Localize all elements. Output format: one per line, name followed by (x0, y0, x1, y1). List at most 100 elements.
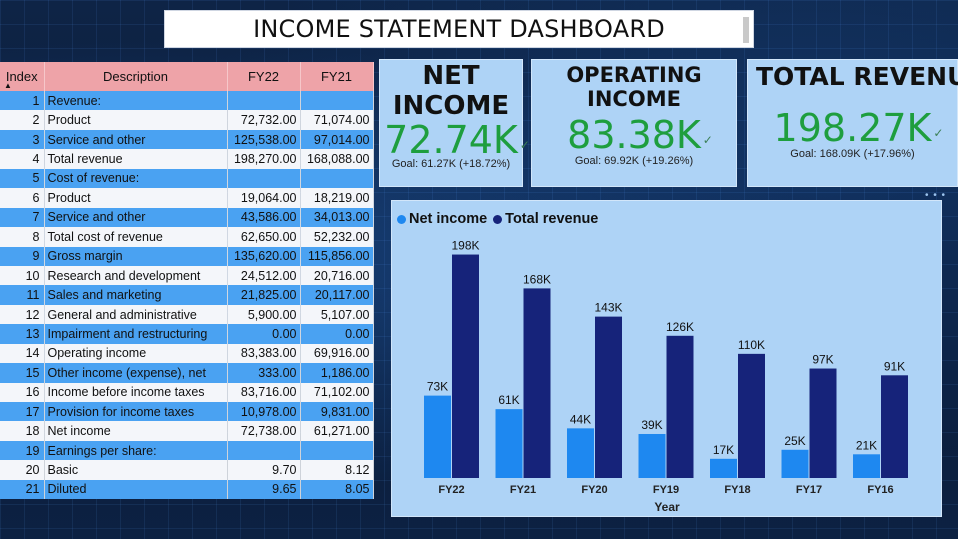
table-row[interactable]: 9 Gross margin 135,620.00 115,856.00 (0, 246, 374, 266)
title-scrollbar[interactable] (743, 17, 749, 43)
cell-index: 16 (0, 382, 45, 402)
cell-index: 8 (0, 227, 45, 247)
table-row[interactable]: 17 Provision for income taxes 10,978.00 9,8… (0, 402, 374, 422)
bar-net-income-fy20[interactable] (567, 428, 594, 478)
data-label-total-revenue: 126K (666, 320, 694, 334)
table-row[interactable]: 12 General and administrative 5,900.00 5,10… (0, 304, 374, 325)
bar-total-revenue-fy21[interactable] (523, 288, 551, 478)
cell-fy21: 20,117.00 (300, 285, 374, 305)
total-revenue-goal: Goal: 168.09K (+17.96%) (790, 147, 915, 160)
table-row[interactable]: 8 Total cost of revenue 62,650.00 52,232.00 (0, 227, 374, 247)
cell-index: 3 (0, 129, 45, 150)
cell-fy21: 1,186.00 (300, 363, 374, 383)
check-icon: ✓ (933, 125, 944, 140)
cell-description: General and administrative (44, 304, 228, 325)
table-row[interactable]: 10 Research and development 24,512.00 20,71… (0, 265, 374, 286)
table-row[interactable]: 20 Basic 9.70 8.12 (0, 460, 374, 480)
income-statement-table: Index ▲ Description FY22 FY21 1 Revenue: 2… (0, 62, 374, 502)
cell-description: Operating income (44, 343, 228, 364)
bar-net-income-fy18[interactable] (710, 458, 737, 478)
bar-total-revenue-fy18[interactable] (738, 353, 765, 478)
cell-description: Sales and marketing (44, 285, 228, 305)
total-revenue-label: TOTAL REVENUE (756, 62, 958, 91)
table-row[interactable]: 16 Income before income taxes 83,716.00 71,… (0, 382, 374, 402)
table-row[interactable]: 21 Diluted 9.65 8.05 (0, 479, 374, 500)
data-label-total-revenue: 97K (812, 353, 833, 367)
cell-fy21 (300, 440, 374, 461)
check-icon: ✓ (519, 137, 530, 152)
bar-total-revenue-fy20[interactable] (595, 316, 622, 478)
table-row[interactable]: 7 Service and other 43,586.00 34,013.00 (0, 207, 374, 228)
cell-fy21: 168,088.00 (300, 149, 374, 169)
dashboard-title-bar: INCOME STATEMENT DASHBOARD (164, 10, 754, 48)
cell-fy21: 8.05 (300, 479, 374, 500)
bar-net-income-fy17[interactable] (781, 449, 809, 478)
cell-fy22: 72,732.00 (227, 110, 301, 130)
data-label-net-income: 44K (570, 412, 591, 426)
bar-total-revenue-fy16[interactable] (881, 375, 908, 478)
cell-fy22: 0.00 (227, 324, 301, 344)
revenue-netincome-chart[interactable]: Net income Total revenue 73K 198K FY22 61K 1… (391, 200, 942, 517)
cell-description: Product (44, 110, 228, 130)
cell-index: 15 (0, 363, 45, 383)
cell-description: Earnings per share: (44, 440, 228, 461)
data-label-net-income: 17K (713, 443, 734, 457)
cell-index: 13 (0, 324, 45, 344)
column-header-fy22[interactable]: FY22 (227, 62, 301, 91)
table-row[interactable]: 1 Revenue: (0, 91, 374, 111)
cell-fy21: 34,013.00 (300, 207, 374, 228)
cell-index: 7 (0, 207, 45, 228)
table-row[interactable]: 14 Operating income 83,383.00 69,916.00 (0, 343, 374, 364)
cell-fy22: 135,620.00 (227, 246, 301, 266)
cell-fy22: 24,512.00 (227, 265, 301, 286)
x-tick-label: FY18 (724, 484, 750, 496)
data-label-total-revenue: 143K (594, 301, 622, 315)
bar-net-income-fy16[interactable] (853, 454, 880, 478)
bar-total-revenue-fy22[interactable] (452, 254, 479, 478)
column-header-description[interactable]: Description (44, 62, 228, 91)
table-row[interactable]: 3 Service and other 125,538.00 97,014.00 (0, 129, 374, 150)
cell-index: 10 (0, 265, 45, 286)
operating-income-card[interactable]: OPERATING INCOME 83.38K ✓ Goal: 69.92K (+… (531, 59, 737, 187)
cell-fy22: 72,738.00 (227, 421, 301, 441)
table-row[interactable]: 4 Total revenue 198,270.00 168,088.00 (0, 149, 374, 169)
bar-total-revenue-fy17[interactable] (809, 368, 837, 478)
cell-description: Service and other (44, 207, 228, 228)
cell-fy21 (300, 91, 374, 111)
total-revenue-card[interactable]: TOTAL REVENUE 198.27K✓ Goal: 168.09K (+1… (747, 59, 958, 187)
operating-income-goal: Goal: 69.92K (+19.26%) (574, 155, 694, 168)
column-header-label: FY22 (247, 69, 280, 84)
cell-fy22: 9.65 (227, 479, 301, 500)
column-header-label: Index (5, 69, 38, 84)
operating-income-value-wrap: 83.38K ✓ (567, 113, 713, 157)
bar-total-revenue-fy19[interactable] (666, 335, 694, 478)
cell-fy22: 9.70 (227, 460, 301, 480)
legend-item-net-income[interactable]: Net income (397, 211, 487, 227)
cell-description: Basic (44, 460, 228, 480)
total-revenue-value: 198.27K (773, 105, 932, 150)
table-row[interactable]: 11 Sales and marketing 21,825.00 20,117.00 (0, 285, 374, 305)
sort-ascending-icon[interactable]: ▲ (4, 81, 12, 90)
cell-fy21: 69,916.00 (300, 343, 374, 364)
net-income-card[interactable]: NET INCOME 72.74K ✓ Goal: 61.27K (+18.72%… (379, 59, 530, 187)
cell-description: Diluted (44, 479, 228, 500)
more-options-icon[interactable]: • • • (925, 190, 947, 201)
table-row[interactable]: 19 Earnings per share: (0, 440, 374, 461)
table-row[interactable]: 13 Impairment and restructuring 0.00 0.00 (0, 324, 374, 344)
table-row[interactable]: 5 Cost of revenue: (0, 168, 374, 189)
operating-income-label: OPERATING INCOME (532, 63, 736, 111)
table-row[interactable]: 18 Net income 72,738.00 61,271.00 (0, 421, 374, 441)
legend-item-total-revenue[interactable]: Total revenue (493, 211, 598, 227)
column-header-fy21[interactable]: FY21 (300, 62, 374, 91)
table-row[interactable]: 6 Product 19,064.00 18,219.00 (0, 188, 374, 208)
table-row[interactable]: 2 Product 72,732.00 71,074.00 (0, 110, 374, 130)
table-body: 1 Revenue: 2 Product 72,732.00 71,074.00 3 Serv… (0, 91, 374, 500)
table-row[interactable]: 15 Other income (expense), net 333.00 1,186… (0, 363, 374, 383)
column-header-index[interactable]: Index ▲ (0, 62, 45, 91)
cell-fy22: 19,064.00 (227, 188, 301, 208)
bar-net-income-fy19[interactable] (638, 433, 666, 478)
bar-net-income-fy22[interactable] (424, 395, 451, 478)
cell-fy21: 52,232.00 (300, 227, 374, 247)
x-axis-title: Year (654, 500, 680, 514)
bar-net-income-fy21[interactable] (495, 409, 523, 478)
